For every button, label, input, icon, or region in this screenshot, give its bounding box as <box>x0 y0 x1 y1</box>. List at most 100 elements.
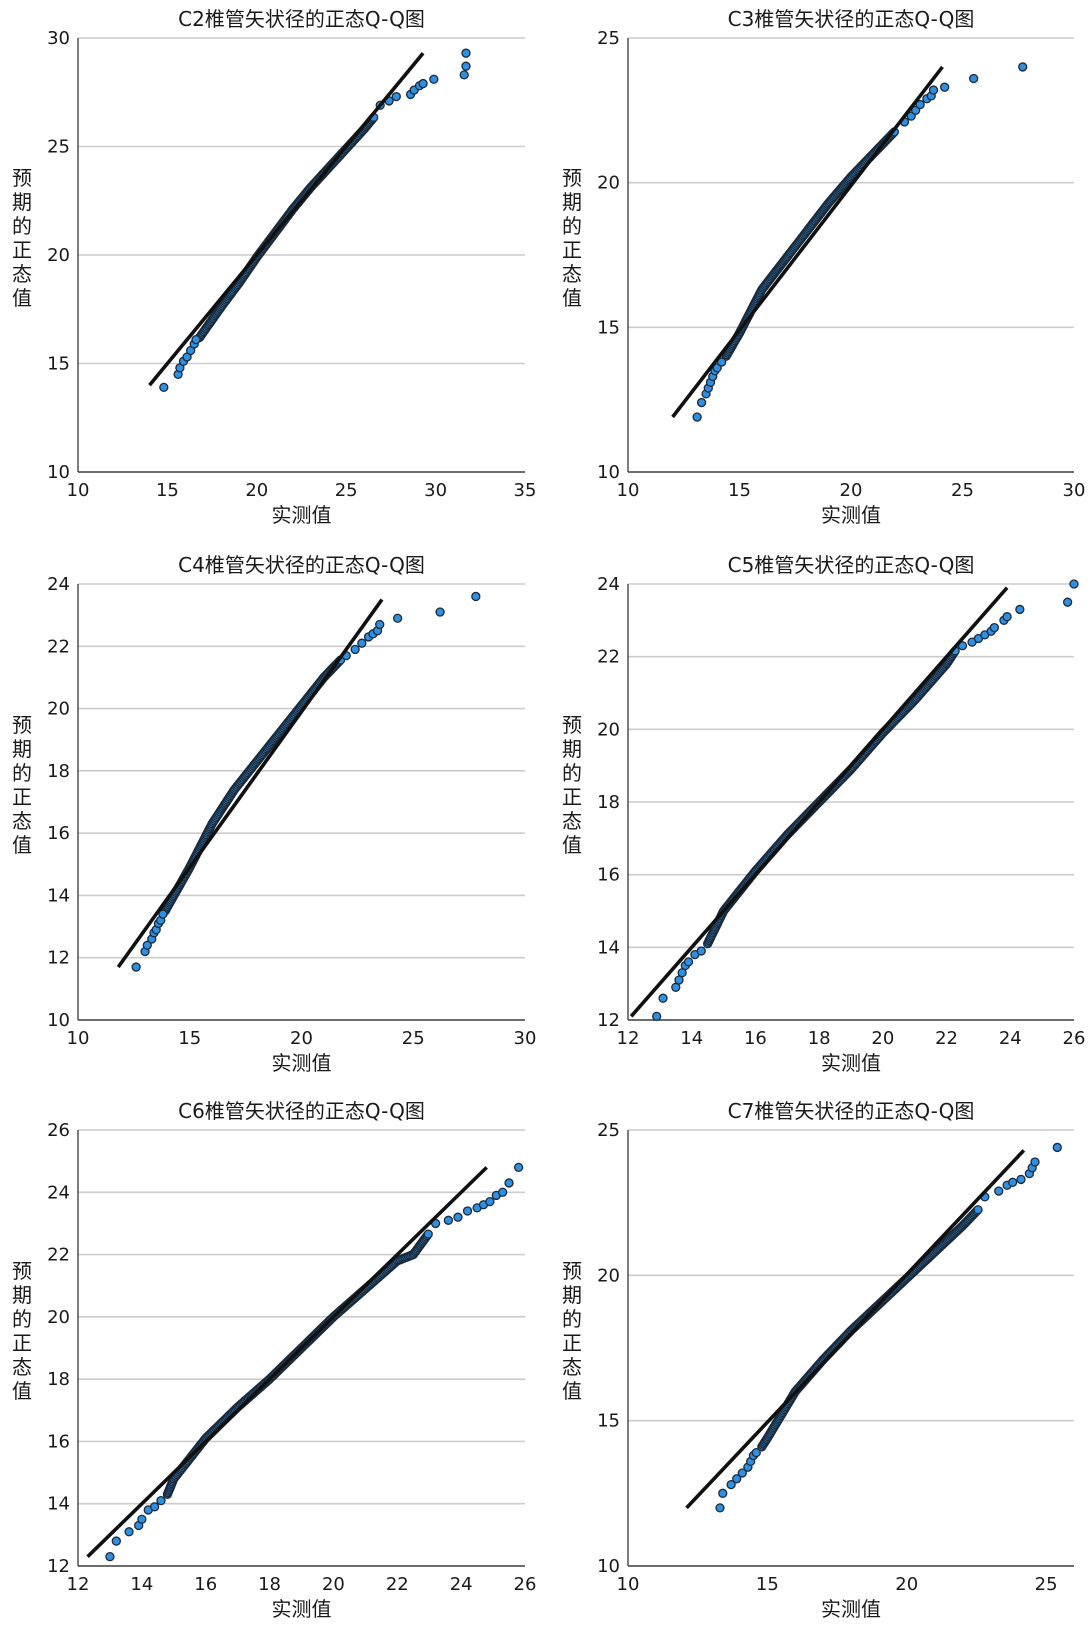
x-tick-label: 25 <box>402 1028 425 1049</box>
y-tick-label: 15 <box>47 354 70 375</box>
y-tick-label: 22 <box>47 636 70 657</box>
y-tick-label: 16 <box>597 865 620 886</box>
data-point <box>1069 579 1079 589</box>
chart-title: C5椎管矢状径的正态Q-Q图 <box>728 553 975 577</box>
y-tick-label: 16 <box>47 823 70 844</box>
data-point <box>969 73 979 84</box>
x-tick-label: 22 <box>386 1574 409 1595</box>
data-point <box>1002 612 1012 622</box>
x-tick-label: 30 <box>424 480 447 501</box>
y-axis-label: 预期的正态值 <box>562 166 582 310</box>
data-point <box>391 91 401 102</box>
data-point <box>462 1206 473 1216</box>
x-tick-label: 24 <box>999 1028 1022 1049</box>
qq-panel-4: C5椎管矢状径的正态Q-Q图 12 14 16 18 20 22 24 12 14 16 18 20 22… <box>562 553 1085 1075</box>
x-tick-label: 30 <box>514 1028 537 1049</box>
qq-panel-3: C4椎管矢状径的正态Q-Q图 10 12 14 16 18 20 22 24 10 15 20 25 30… <box>12 553 536 1075</box>
data-point <box>1062 597 1073 607</box>
x-tick-label: 18 <box>808 1028 831 1049</box>
reference-line <box>629 586 1009 1018</box>
data-point <box>504 1178 514 1188</box>
data-point <box>696 397 707 408</box>
data-point <box>715 1503 725 1513</box>
qq-panel-6: C7椎管矢状径的正态Q-Q图 10 15 20 25 10 15 20 25 实测值 预期的正态值 <box>562 1099 1074 1621</box>
y-tick-label: 14 <box>597 937 620 958</box>
data-point <box>940 82 950 92</box>
data-point <box>375 619 385 630</box>
x-tick-label: 10 <box>617 480 640 501</box>
data-point <box>459 70 469 80</box>
data-point <box>453 1212 463 1222</box>
y-tick-label: 24 <box>597 574 620 595</box>
y-tick-label: 20 <box>47 699 70 720</box>
y-tick-label: 20 <box>47 1307 70 1328</box>
y-tick-label: 10 <box>597 1556 620 1577</box>
data-point <box>156 1495 166 1506</box>
x-tick-label: 18 <box>258 1574 281 1595</box>
x-tick-label: 20 <box>290 1028 313 1049</box>
chart-title: C3椎管矢状径的正态Q-Q图 <box>728 7 975 31</box>
x-tick-label: 16 <box>744 1028 767 1049</box>
x-tick-label: 12 <box>617 1028 640 1049</box>
y-axis-label: 预期的正态值 <box>12 713 32 857</box>
data-point <box>717 357 727 367</box>
y-tick-label: 20 <box>597 719 620 740</box>
y-tick-label: 15 <box>597 317 620 338</box>
x-tick-label: 16 <box>194 1574 217 1595</box>
data-point <box>142 940 152 950</box>
x-tick-label: 10 <box>67 480 90 501</box>
data-point <box>652 1011 662 1022</box>
data-point <box>994 1186 1004 1196</box>
x-tick-label: 25 <box>951 480 974 501</box>
x-tick-label: 15 <box>156 480 179 501</box>
x-tick-label: 26 <box>1063 1028 1086 1049</box>
data-point <box>973 1205 983 1215</box>
data-point <box>418 78 428 89</box>
x-tick-label: 15 <box>178 1028 201 1049</box>
y-tick-label: 18 <box>597 792 620 813</box>
y-tick-label: 20 <box>597 1265 620 1286</box>
x-tick-label: 35 <box>514 480 537 501</box>
data-point <box>111 1536 121 1546</box>
data-point <box>137 1514 147 1524</box>
data-point <box>915 99 925 110</box>
data-point <box>658 993 668 1003</box>
data-point <box>149 1502 160 1512</box>
y-axis-label: 预期的正态值 <box>12 166 32 310</box>
y-tick-label: 10 <box>47 462 70 483</box>
y-tick-label: 22 <box>47 1245 70 1266</box>
data-point <box>1030 1157 1040 1167</box>
data-point <box>1008 1177 1018 1187</box>
data-point <box>989 622 1000 633</box>
data-point <box>131 962 141 972</box>
x-tick-label: 15 <box>756 1574 779 1595</box>
x-axis-label: 实测值 <box>272 1597 332 1621</box>
data-point <box>696 946 706 956</box>
y-tick-label: 10 <box>47 1010 70 1031</box>
data-point <box>357 638 367 648</box>
y-axis-label: 预期的正态值 <box>562 1259 582 1403</box>
reference-line <box>685 1149 1026 1510</box>
x-tick-label: 15 <box>728 480 751 501</box>
x-tick-label: 26 <box>514 1574 537 1595</box>
y-tick-label: 10 <box>597 462 620 483</box>
y-tick-label: 25 <box>597 1120 620 1141</box>
y-tick-label: 12 <box>47 948 70 969</box>
data-point <box>435 607 445 617</box>
y-axis-label: 预期的正态值 <box>12 1259 32 1403</box>
qq-panel-1: C2椎管矢状径的正态Q-Q图 10 15 20 25 30 10 15 20 25 30 35 实测值 预… <box>12 7 536 527</box>
x-tick-label: 22 <box>935 1028 958 1049</box>
data-point <box>485 1196 495 1207</box>
x-axis-label: 实测值 <box>821 1597 881 1621</box>
data-point <box>1016 1174 1026 1185</box>
data-point <box>513 1162 524 1173</box>
data-point <box>191 334 201 345</box>
x-axis-label: 实测值 <box>821 1051 881 1075</box>
x-tick-label: 25 <box>1035 1574 1058 1595</box>
x-tick-label: 12 <box>67 1574 90 1595</box>
data-point <box>726 1479 736 1490</box>
y-tick-label: 15 <box>597 1411 620 1432</box>
x-tick-label: 20 <box>895 1574 918 1595</box>
y-tick-label: 20 <box>597 173 620 194</box>
x-tick-label: 14 <box>680 1028 703 1049</box>
